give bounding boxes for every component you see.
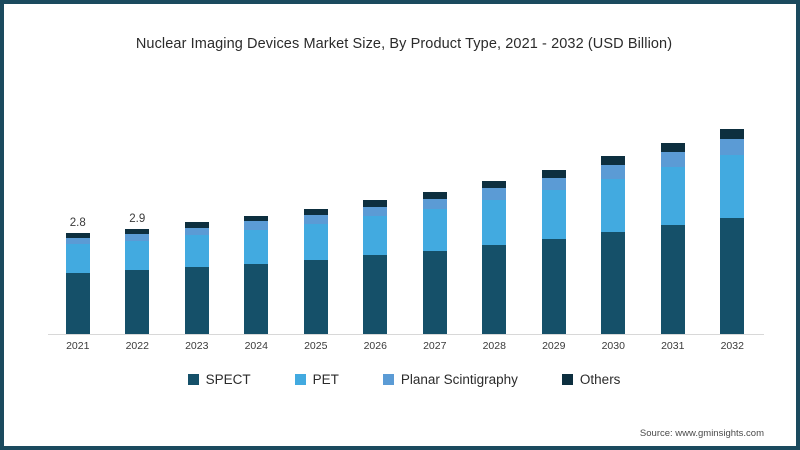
legend-swatch-icon: [561, 374, 573, 385]
legend-label: Others: [579, 372, 621, 387]
legend-label: SPECT: [205, 372, 251, 387]
bar-2026: [363, 200, 388, 334]
bar-segment-pet: [720, 155, 745, 218]
bar-segment-others: [720, 128, 745, 139]
bar-2029: [541, 169, 566, 334]
bar-segment-spect: [720, 217, 745, 334]
bar-segment-others: [184, 222, 209, 228]
legend-swatch-icon: [294, 374, 306, 385]
bar-segment-pet: [125, 240, 150, 271]
bar-segment-planar-scintigraphy: [363, 206, 388, 217]
x-tick-2029: 2029: [542, 340, 566, 352]
chart-title: Nuclear Imaging Devices Market Size, By …: [135, 36, 673, 52]
bar-segment-spect: [660, 224, 685, 334]
bar-segment-others: [65, 232, 90, 238]
x-tick-2028: 2028: [482, 340, 506, 352]
bar-segment-spect: [184, 266, 209, 334]
x-tick-2021: 2021: [66, 340, 90, 352]
bar-segment-pet: [184, 235, 209, 267]
bar-2025: [303, 208, 328, 334]
bar-2028: [482, 180, 507, 334]
bar-segment-planar-scintigraphy: [303, 214, 328, 224]
bar-value-label-2021: 2.8: [69, 216, 86, 229]
x-tick-2027: 2027: [423, 340, 447, 352]
legend-item-planar-scintigraphy[interactable]: Planar Scintigraphy: [382, 372, 518, 387]
legend-label: Planar Scintigraphy: [400, 372, 518, 387]
bar-segment-others: [363, 200, 388, 207]
bar-2032: [720, 128, 745, 334]
bar-segment-planar-scintigraphy: [482, 188, 507, 200]
x-tick-2031: 2031: [661, 340, 685, 352]
bar-segment-spect: [65, 272, 90, 334]
bar-2030: [601, 156, 626, 334]
bar-2027: [422, 191, 447, 334]
bar-segment-pet: [65, 244, 90, 273]
bar-segment-others: [660, 142, 685, 153]
legend-swatch-icon: [382, 374, 394, 385]
bar-segment-spect: [422, 250, 447, 334]
x-tick-2030: 2030: [601, 340, 625, 352]
x-tick-2026: 2026: [363, 340, 387, 352]
bar-segment-spect: [541, 239, 566, 334]
bar-segment-spect: [482, 245, 507, 334]
bar-segment-others: [541, 169, 566, 178]
chart-legend: SPECT PET Planar Scintigraphy Others: [4, 372, 800, 387]
bar-segment-pet: [541, 190, 566, 240]
bar-segment-planar-scintigraphy: [541, 177, 566, 191]
plot-area: 2.8 2.9: [48, 74, 762, 334]
bar-segment-pet: [244, 229, 269, 264]
bar-segment-planar-scintigraphy: [244, 221, 269, 230]
legend-item-others[interactable]: Others: [561, 372, 621, 387]
bar-segment-spect: [303, 259, 328, 334]
bar-segment-planar-scintigraphy: [184, 227, 209, 236]
bar-segment-pet: [303, 223, 328, 260]
legend-item-pet[interactable]: PET: [294, 372, 339, 387]
bar-2031: [660, 142, 685, 334]
bar-segment-pet: [363, 216, 388, 256]
bar-segment-pet: [660, 167, 685, 225]
bar-segment-others: [303, 208, 328, 215]
bar-segment-spect: [125, 270, 150, 334]
legend-item-spect[interactable]: SPECT: [187, 372, 251, 387]
bar-segment-spect: [363, 255, 388, 334]
bar-value-label-2022: 2.9: [129, 213, 146, 226]
bar-segment-planar-scintigraphy: [422, 198, 447, 210]
bar-segment-pet: [482, 199, 507, 246]
bar-2024: [244, 215, 269, 334]
bar-segment-planar-scintigraphy: [125, 233, 150, 241]
bar-segment-pet: [601, 178, 626, 233]
x-tick-2023: 2023: [185, 340, 209, 352]
bar-segment-others: [482, 180, 507, 189]
bar-segment-planar-scintigraphy: [720, 138, 745, 156]
bar-2023: [184, 222, 209, 334]
bar-segment-spect: [601, 232, 626, 334]
x-tick-2025: 2025: [304, 340, 328, 352]
bar-segment-planar-scintigraphy: [65, 237, 90, 245]
bar-segment-others: [422, 191, 447, 199]
x-tick-2024: 2024: [244, 340, 268, 352]
bar-segment-others: [125, 229, 150, 234]
bar-segment-planar-scintigraphy: [660, 152, 685, 168]
legend-swatch-icon: [187, 374, 199, 385]
bar-2022: 2.9: [125, 213, 150, 334]
x-tick-2032: 2032: [720, 340, 744, 352]
legend-label: PET: [312, 372, 339, 387]
bar-segment-others: [601, 156, 626, 166]
bar-segment-planar-scintigraphy: [601, 165, 626, 179]
bar-segment-spect: [244, 263, 269, 334]
x-tick-2022: 2022: [125, 340, 149, 352]
bar-2021: 2.8: [65, 217, 90, 334]
bar-segment-others: [244, 215, 269, 222]
x-axis-line: [48, 334, 764, 335]
source-attribution: Source: www.gminsights.com: [639, 428, 764, 439]
bar-segment-pet: [422, 209, 447, 251]
